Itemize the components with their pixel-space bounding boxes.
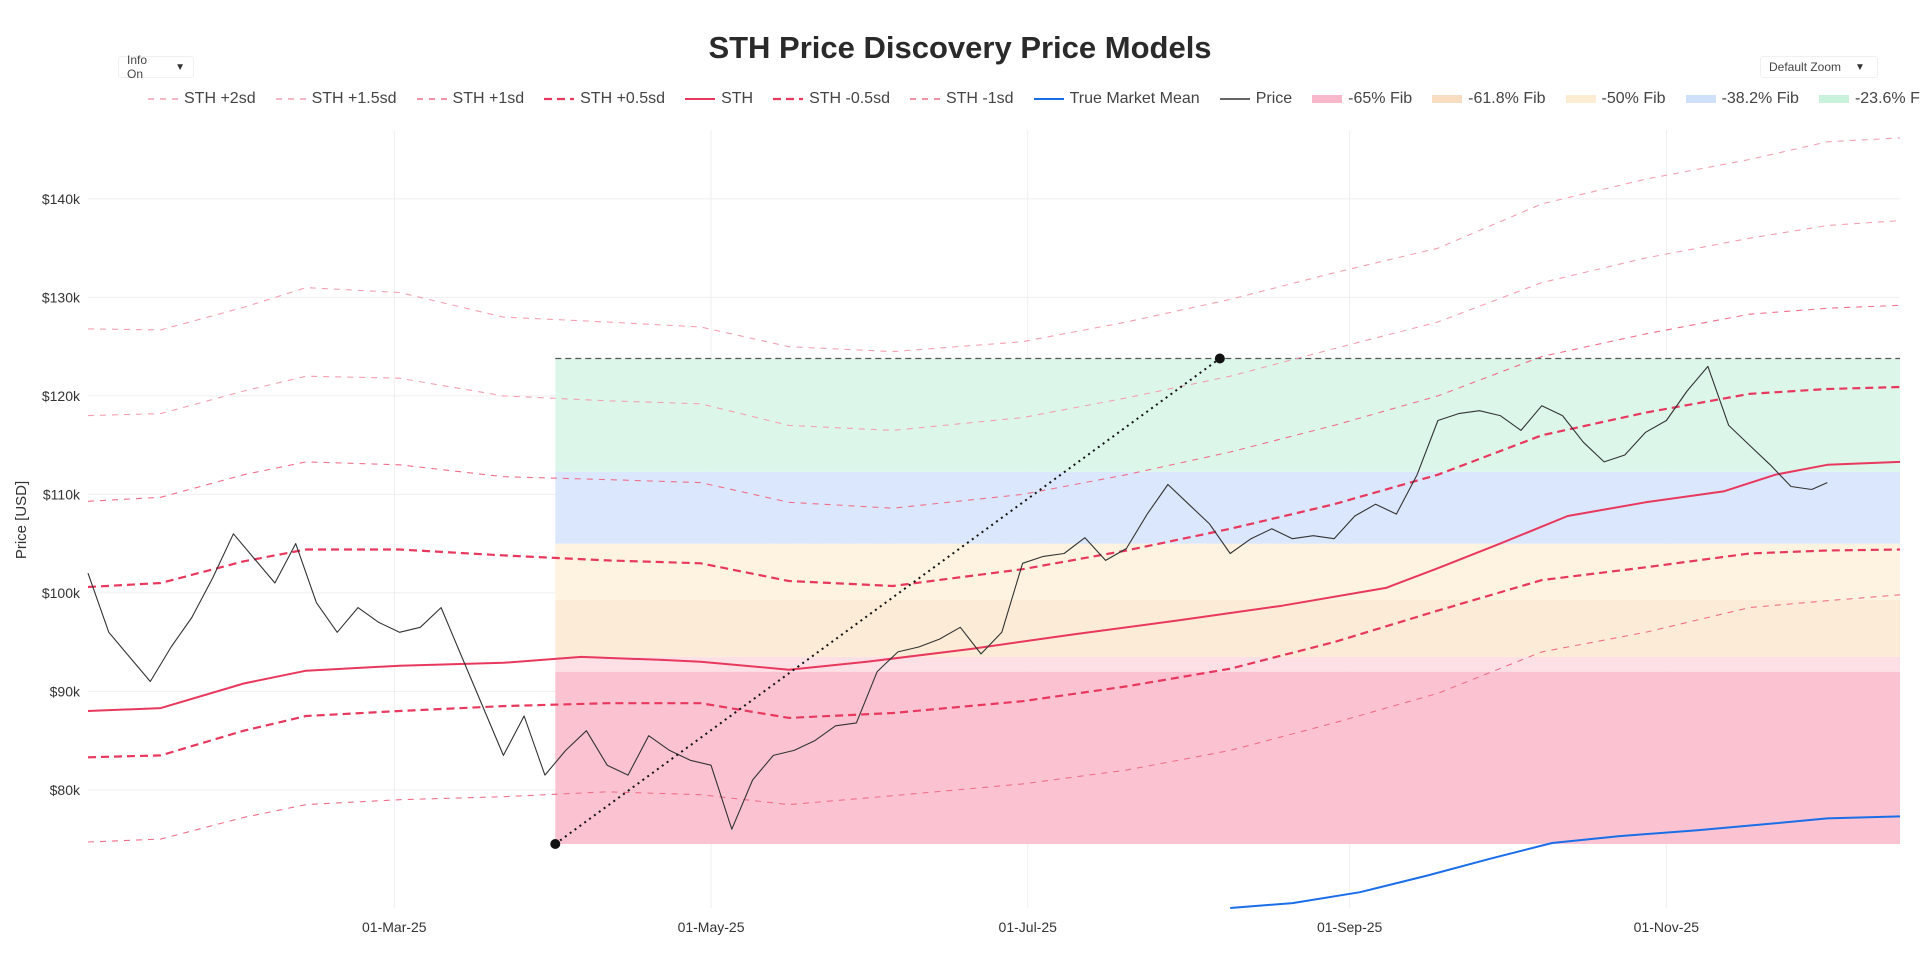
- chart-title: STH Price Discovery Price Models: [708, 30, 1212, 65]
- legend-label: STH -1sd: [945, 90, 1014, 107]
- legend-item[interactable]: -50% Fib: [1565, 90, 1666, 108]
- trendline-start-point: [550, 838, 561, 849]
- legend-label: Price: [1255, 90, 1293, 107]
- legend-label: STH: [721, 90, 754, 107]
- legend-item[interactable]: True Market Mean: [1033, 90, 1200, 108]
- legend-label: -23.6% Fib: [1854, 90, 1920, 107]
- series-line-sth-2sd: [87, 137, 1901, 353]
- legend-label: STH -0.5sd: [809, 90, 890, 107]
- legend-swatch: [909, 98, 940, 100]
- legend-swatch: [275, 98, 306, 100]
- x-tick-label: 01-Jul-25: [999, 919, 1058, 935]
- legend-swatch: [1312, 95, 1343, 103]
- zoom-label: Default Zoom: [1769, 60, 1842, 74]
- y-tick-label: $90k: [50, 683, 81, 699]
- legend-item[interactable]: -65% Fib: [1312, 90, 1412, 108]
- legend-swatch: [1565, 95, 1596, 103]
- legend-swatch: [685, 98, 716, 100]
- legend-label: True Market Mean: [1069, 90, 1200, 107]
- series-line-price: [87, 365, 1828, 830]
- legend-label: -38.2% Fib: [1721, 90, 1799, 107]
- fib-band: [555, 599, 1900, 657]
- legend-swatch: [416, 98, 447, 100]
- y-tick-label: $120k: [42, 388, 81, 404]
- info-toggle-dropdown[interactable]: Info On ▼: [118, 53, 194, 81]
- legend-swatch: [1685, 95, 1716, 103]
- fib-band: [555, 671, 1900, 844]
- y-tick-label: $130k: [42, 289, 81, 305]
- y-axis-title: Price [USD]: [13, 481, 30, 559]
- series-line-sth-1-5sd: [87, 220, 1901, 431]
- legend-label: -61.8% Fib: [1468, 90, 1546, 107]
- x-tick-label: 01-Nov-25: [1634, 919, 1700, 935]
- legend-item[interactable]: STH +1sd: [416, 90, 525, 108]
- legend-swatch: [1432, 95, 1463, 103]
- legend-item[interactable]: -38.2% Fib: [1685, 90, 1799, 108]
- legend-swatch: [773, 97, 804, 101]
- chart-legend: STH +2sd STH +1.5sd STH +1sd STH +0.5sd STH S…: [148, 88, 1920, 110]
- x-tick-label: 01-May-25: [678, 919, 745, 935]
- legend-label: STH +1sd: [452, 90, 525, 107]
- fib-band: [555, 471, 1900, 544]
- legend-item[interactable]: -23.6% Fib: [1818, 90, 1920, 108]
- legend-item[interactable]: STH +0.5sd: [544, 90, 665, 108]
- legend-swatch: [1818, 95, 1849, 103]
- legend-item[interactable]: STH -1sd: [909, 90, 1014, 108]
- legend-swatch: [1033, 98, 1064, 100]
- chevron-down-icon: ▼: [175, 61, 185, 73]
- legend-item[interactable]: STH +2sd: [148, 90, 256, 108]
- legend-label: STH +0.5sd: [580, 90, 666, 107]
- x-tick-label: 01-Mar-25: [362, 919, 427, 935]
- legend-label: STH +1.5sd: [311, 90, 397, 107]
- y-tick-label: $80k: [50, 782, 81, 798]
- series-line-true-market-mean: [1230, 815, 1901, 909]
- info-toggle-label: Info On: [127, 53, 148, 81]
- trendline: [554, 357, 1221, 845]
- legend-item[interactable]: STH -0.5sd: [773, 90, 890, 108]
- y-tick-label: $110k: [43, 486, 81, 502]
- fib-band: [555, 656, 1900, 672]
- legend-item[interactable]: Price: [1219, 90, 1293, 108]
- chevron-down-icon: ▼: [1855, 61, 1865, 73]
- x-tick-label: 01-Sep-25: [1317, 919, 1383, 935]
- legend-label: -50% Fib: [1601, 90, 1666, 107]
- series-line-sth-0-5sd: [87, 548, 1901, 759]
- series-line-sth-0-5sd: [87, 385, 1901, 589]
- fib-band: [555, 358, 1900, 472]
- legend-label: STH +2sd: [184, 90, 256, 107]
- legend-swatch: [544, 97, 575, 101]
- legend-swatch: [148, 98, 178, 100]
- series-line-sth-1sd: [87, 304, 1901, 509]
- legend-label: -65% Fib: [1348, 90, 1413, 107]
- series-line-sth: [87, 460, 1901, 712]
- legend-item[interactable]: STH: [685, 90, 753, 108]
- zoom-dropdown[interactable]: Default Zoom ▼: [1760, 56, 1878, 78]
- legend-item[interactable]: STH +1.5sd: [275, 90, 397, 108]
- y-tick-label: $100k: [42, 585, 81, 601]
- trendline-end-point: [1214, 353, 1225, 364]
- y-tick-label: $140k: [42, 191, 81, 207]
- legend-item[interactable]: -61.8% Fib: [1432, 90, 1546, 108]
- legend-swatch: [1219, 98, 1250, 100]
- fib-band: [555, 543, 1900, 600]
